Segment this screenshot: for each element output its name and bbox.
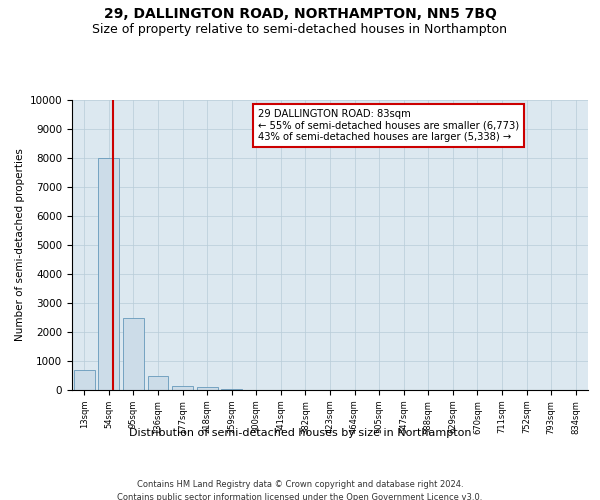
Bar bbox=[148, 376, 169, 390]
Bar bbox=[221, 388, 242, 390]
Bar bbox=[74, 370, 95, 390]
Bar bbox=[172, 386, 193, 390]
Text: Contains HM Land Registry data © Crown copyright and database right 2024.: Contains HM Land Registry data © Crown c… bbox=[137, 480, 463, 489]
Text: Size of property relative to semi-detached houses in Northampton: Size of property relative to semi-detach… bbox=[92, 22, 508, 36]
Bar bbox=[98, 158, 119, 390]
Text: 29, DALLINGTON ROAD, NORTHAMPTON, NN5 7BQ: 29, DALLINGTON ROAD, NORTHAMPTON, NN5 7B… bbox=[104, 8, 496, 22]
Text: 29 DALLINGTON ROAD: 83sqm
← 55% of semi-detached houses are smaller (6,773)
43% : 29 DALLINGTON ROAD: 83sqm ← 55% of semi-… bbox=[258, 108, 519, 142]
Y-axis label: Number of semi-detached properties: Number of semi-detached properties bbox=[16, 148, 25, 342]
Bar bbox=[197, 387, 218, 390]
Text: Contains public sector information licensed under the Open Government Licence v3: Contains public sector information licen… bbox=[118, 492, 482, 500]
Bar bbox=[123, 318, 144, 390]
Text: Distribution of semi-detached houses by size in Northampton: Distribution of semi-detached houses by … bbox=[129, 428, 471, 438]
